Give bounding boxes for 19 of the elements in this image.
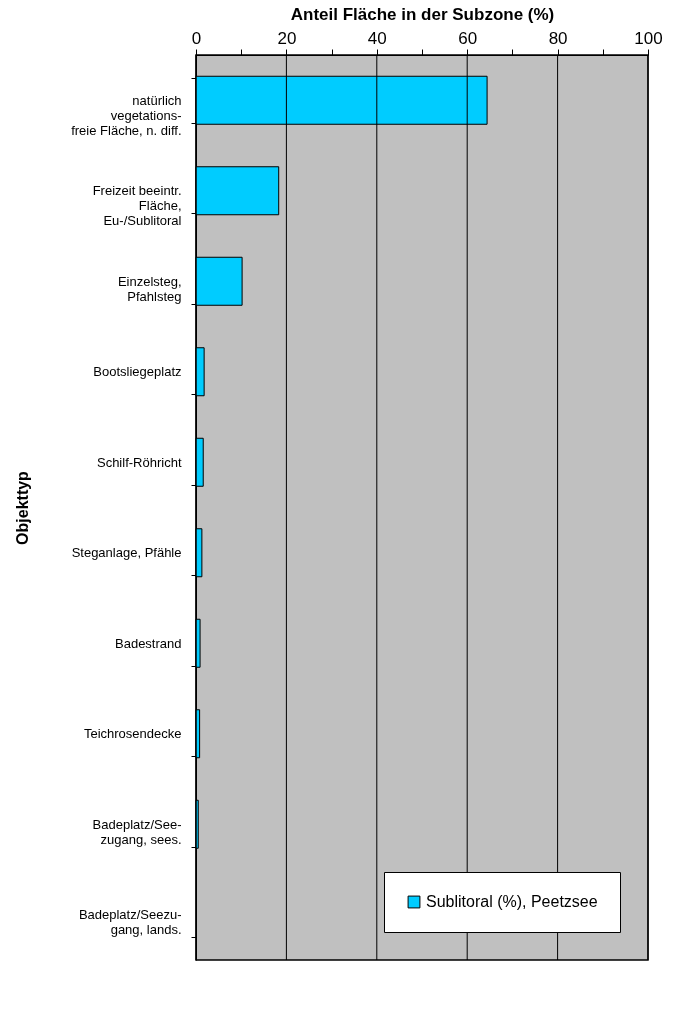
y-tick-label: Bootsliegeplatz	[93, 364, 182, 380]
x-tick-label: 40	[367, 28, 387, 48]
y-tick-label: Einzelsteg, Pfahlsteg	[117, 273, 182, 304]
x-tick-label: 100	[634, 28, 663, 48]
x-tick-label: 60	[458, 28, 478, 48]
x-tick-label: 20	[277, 28, 297, 48]
x-tick-label: 80	[548, 28, 568, 48]
y-tick-label: Freizeit beeintr. Fläche, Eu-/Sublitoral	[92, 183, 182, 229]
y-axis-title: Objekttyp	[14, 470, 32, 545]
y-tick-label: natürlich vegetations- freie Fläche, n. diff.	[71, 92, 182, 138]
y-tick-label: Badeplatz/Seezu- gang, lands.	[78, 907, 182, 938]
y-tick-label: Steganlage, Pfähle	[71, 545, 182, 561]
y-tick-label: Teichrosendecke	[83, 726, 182, 742]
y-tick-label: Schilf-Röhricht	[96, 454, 182, 470]
x-axis-title: Anteil Fläche in der Subzone (%)	[290, 4, 555, 24]
x-tick-label: 0	[191, 28, 202, 48]
y-tick-label: Badestrand	[115, 635, 182, 651]
legend-label: Sublitoral (%), Peetzsee	[426, 893, 598, 910]
y-tick-label: Badeplatz/See- zugang, sees.	[92, 816, 182, 847]
